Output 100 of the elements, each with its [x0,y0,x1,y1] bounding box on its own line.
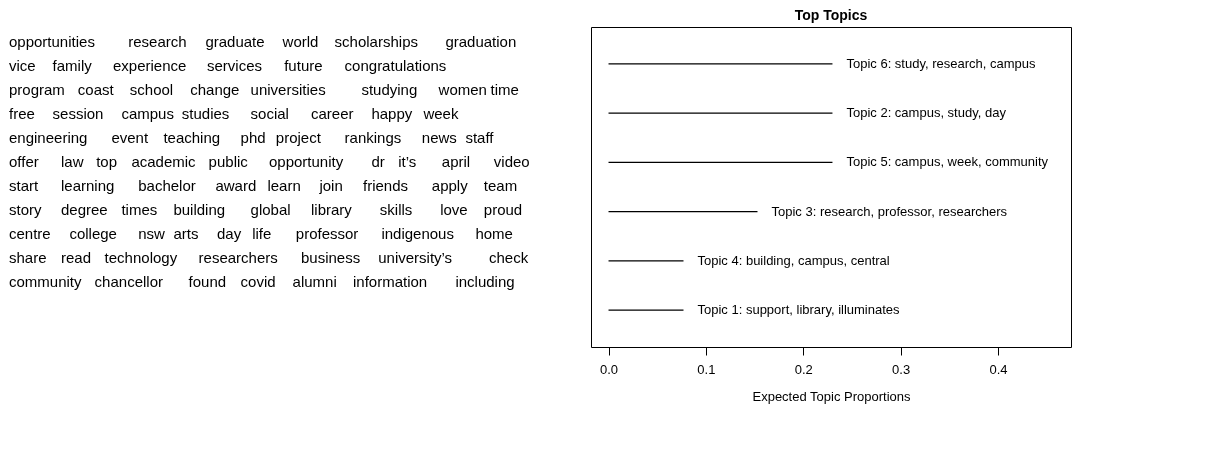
y-tick-label: Topic 1: support, library, illuminates [697,302,901,318]
y-tick-label: Topic 3: research, professor, researchers [771,203,1008,219]
text: college [69,225,117,242]
text: school [129,81,174,98]
text: women [437,81,487,98]
text: university’s [378,249,453,266]
text: library [311,201,353,218]
text: centre [9,225,51,242]
text: top [96,153,118,170]
text: news [421,129,457,146]
text: experience [113,57,187,74]
text: career [311,105,354,122]
text: professor [295,225,359,242]
text: building [173,201,226,218]
text: happy [371,105,413,122]
text: team [483,177,518,194]
text: future [284,57,323,74]
y-tick-label: Topic 5: campus, week, community [846,154,1049,170]
y-tick-label: Topic 4: building, campus, central [697,252,890,268]
text: life [252,225,272,242]
text: campus [121,105,174,122]
text: change [190,81,240,98]
text: session [52,105,104,122]
text: join [318,177,343,194]
text: love [440,201,468,218]
text: april [441,153,471,170]
text: covid [240,273,276,290]
text: family [52,57,93,74]
text: proud [483,201,523,218]
text: research [128,33,187,50]
text: graduation [445,33,517,50]
text: teaching [163,129,221,146]
text: social [250,105,289,122]
text: video [493,153,530,170]
text: check [489,249,529,266]
text: public [208,153,249,170]
text: learn [267,177,301,194]
text: phd [240,129,266,146]
text: opportunity [269,153,344,170]
text: offer [9,153,39,170]
text: times [121,201,158,218]
text: story [9,201,42,218]
x-tick-label: 0.2 [794,361,813,377]
text: academic [131,153,197,170]
text: technology [104,249,178,266]
text: time [490,81,519,98]
text: friends [363,177,409,194]
x-tick-label: 0.3 [892,361,911,377]
text: nsw [138,225,166,242]
text: read [61,249,92,266]
text: free [9,105,35,122]
text: community [9,273,83,290]
x-tick-label: 0.4 [989,361,1008,377]
text: congratulations [344,57,447,74]
text: graduate [205,33,265,50]
text: global [250,201,291,218]
text: day [217,225,242,242]
text: rankings [344,129,402,146]
y-tick-label: Topic 6: study, research, campus [846,55,1037,71]
text: engineering [9,129,88,146]
text: it’s [398,153,417,170]
text: indigenous [381,225,454,242]
text: project [275,129,322,146]
text: start [9,177,39,194]
text: universities [250,81,326,98]
x-tick-label: 0.0 [599,361,619,377]
text: found [188,273,227,290]
text: dr [371,153,385,170]
text: services [207,57,263,74]
text: alumni [292,273,337,290]
chart-title: Top Topics [794,7,868,23]
text: scholarships [334,33,418,50]
text: apply [431,177,469,194]
text: share [9,249,47,266]
x-tick-label: 0.1 [697,361,716,377]
text: chancellor [94,273,163,290]
text: world [281,33,319,50]
text: studies [181,105,230,122]
text: award [215,177,257,194]
text: bachelor [138,177,196,194]
text: degree [61,201,108,218]
text: researchers [198,249,278,266]
text: week [422,105,459,122]
text: opportunities [9,33,95,50]
y-tick-label: Topic 2: campus, study, day [846,105,1007,121]
text: skills [379,201,413,218]
x-axis-title: Expected Topic Proportions [752,388,911,404]
text: coast [77,81,115,98]
text: program [9,81,65,98]
text: event [111,129,149,146]
text: learning [61,177,115,194]
text: business [301,249,361,266]
text: arts [173,225,199,242]
text: vice [9,57,36,74]
text: law [61,153,84,170]
text: information [353,273,428,290]
text: staff [465,129,495,146]
text: home [475,225,513,242]
text: including [455,273,515,290]
text: studying [361,81,418,98]
